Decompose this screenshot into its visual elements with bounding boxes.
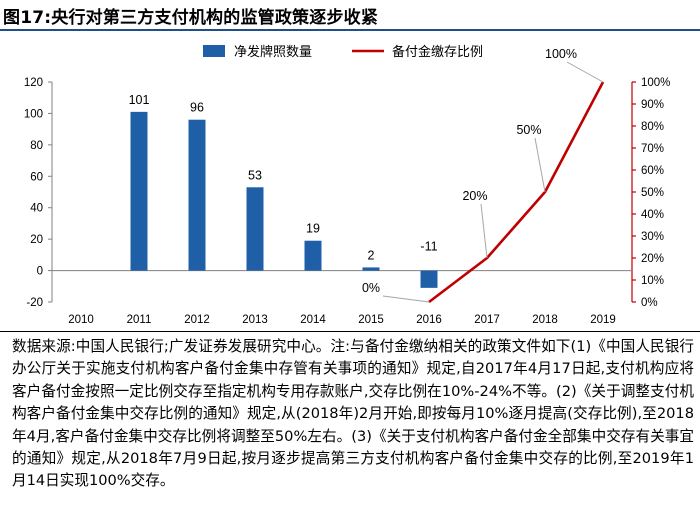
right-tick-label: 60% [641,165,664,177]
right-tick-label: 40% [641,209,664,221]
title-bar: 图17:央行对第三方支付机构的监管政策逐步收紧 [0,0,700,31]
right-tick-label: 30% [641,231,664,243]
line-data-label: 0% [362,281,380,295]
right-tick-label: 50% [641,187,664,199]
bar [420,270,438,288]
line-data-label: 20% [462,189,487,203]
x-tick-label: 2015 [358,314,384,326]
divider [0,331,700,332]
left-tick-label: 120 [24,77,43,89]
x-tick-label: 2019 [590,314,616,326]
bar [130,111,148,271]
left-tick-label: 20 [30,234,43,246]
left-tick-label: 0 [37,266,43,278]
legend-label-line: 备付金缴存比例 [392,44,483,59]
bar [362,267,380,271]
figure-title: 图17:央行对第三方支付机构的监管政策逐步收紧 [3,8,379,28]
left-tick-label: -20 [26,297,43,309]
x-tick-label: 2011 [127,314,152,326]
line-label-leader [566,61,604,83]
left-tick-label: 80 [30,140,43,152]
bar-data-label: -11 [420,240,437,254]
right-tick-label: 70% [641,143,664,155]
line-data-label: 50% [516,123,541,137]
legend-swatch-bar [203,45,225,57]
line-label-leader [382,295,430,303]
left-tick-label: 100 [24,108,43,120]
left-tick-label: 60 [30,171,43,183]
left-tick-label: 40 [30,203,43,215]
bar-data-label: 2 [368,248,375,262]
bar [304,240,322,271]
right-tick-label: 0% [641,297,658,309]
right-tick-label: 80% [641,121,664,133]
right-tick-label: 90% [641,99,664,111]
bar-data-label: 19 [306,222,320,236]
x-tick-label: 2013 [242,314,268,326]
right-tick-label: 100% [641,77,670,89]
line-label-leader [534,137,546,193]
line-series [428,81,605,304]
combo-chart: -200204060801001200%10%20%30%40%50%60%70… [24,44,671,326]
x-tick-label: 2014 [300,314,326,326]
legend-label-bar: 净发牌照数量 [234,44,312,59]
line-data-label: 100% [545,47,577,61]
x-tick-label: 2017 [474,314,500,326]
source-note: 数据来源:中国人民银行;广发证券发展研究中心。注:与备付金缴纳相关的政策文件如下… [12,338,694,490]
x-tick-label: 2012 [184,314,210,326]
bar-data-label: 96 [190,101,204,115]
right-tick-label: 10% [641,275,664,287]
bar [188,119,206,271]
x-tick-label: 2010 [68,314,94,326]
x-tick-label: 2018 [532,314,558,326]
bar-data-label: 53 [248,168,262,182]
x-tick-label: 2016 [416,314,442,326]
right-tick-label: 20% [641,253,664,265]
bar [246,187,264,271]
line-label-leader [480,203,488,259]
bar-data-label: 101 [129,93,150,107]
